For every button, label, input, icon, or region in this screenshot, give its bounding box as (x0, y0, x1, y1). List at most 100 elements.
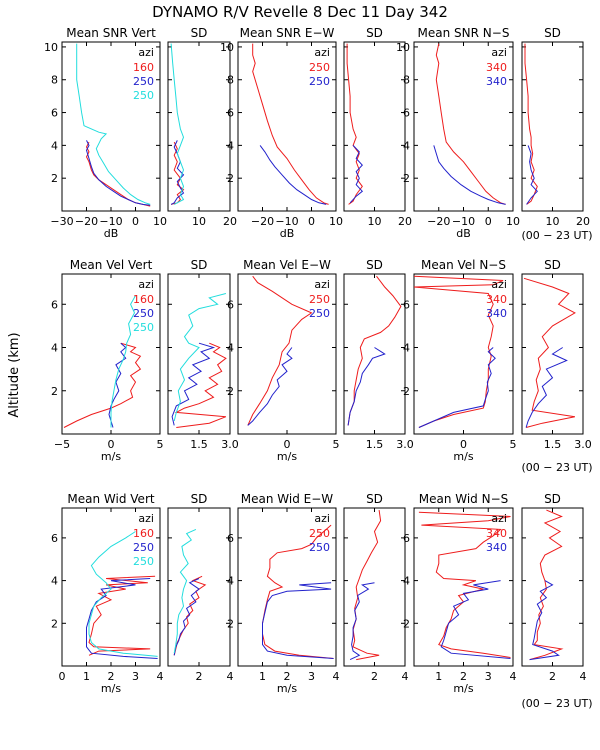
chart-1-2-ytick-label: 2 (227, 385, 234, 398)
chart-0-4-xtick-label: 10 (506, 215, 520, 228)
chart-1-0-ytick-label: 6 (51, 298, 58, 311)
chart-1-2-xtick-label: 0 (284, 438, 291, 451)
chart-2-2-legend-entry: 250 (309, 527, 330, 540)
chart-0-4-title: Mean SNR N−S (418, 26, 510, 40)
chart-1-2-title: Mean Vel E−W (243, 258, 331, 272)
chart-0-4-xtick-label: −20 (427, 215, 450, 228)
chart-0-0-legend-heading: azi (138, 46, 154, 59)
chart-0-1-frame (167, 41, 231, 212)
chart-1-1-series-cyan-line (173, 293, 227, 422)
chart-2-0-title: Mean Wid Vert (67, 492, 154, 506)
chart-2-2-xtick-label: 2 (284, 670, 291, 683)
chart-2-0-xtick-label: 1 (83, 670, 90, 683)
chart-1-0-ytick-label: 2 (51, 385, 58, 398)
chart-0-4-legend-heading: azi (491, 46, 507, 59)
chart-2-2-ytick-label: 2 (227, 617, 234, 630)
chart-0-5-title: SD (544, 26, 561, 40)
chart-0-2-series-red-line (252, 43, 329, 205)
chart-0-2-ytick-label: 10 (220, 41, 234, 54)
chart-2-1-title: SD (191, 492, 208, 506)
chart-1-5-series-red-line (523, 277, 576, 428)
chart-2-1-xtick-label: 2 (196, 670, 203, 683)
chart-2-0-legend-heading: azi (138, 512, 154, 525)
chart-2-4-legend-heading: azi (491, 512, 507, 525)
chart-0-0-xtick-label: 10 (153, 215, 167, 228)
chart-0-2-legend-entry: 250 (309, 75, 330, 88)
chart-2-0-ytick-label: 6 (51, 532, 58, 545)
chart-2-1-xtick-label: 4 (227, 670, 234, 683)
chart-1-0-legend-heading: azi (138, 278, 154, 291)
chart-1-4-legend-entry: 340 (486, 307, 507, 320)
chart-1-4-series-blue-line (418, 347, 496, 428)
chart-0-4-ytick-label: 8 (403, 74, 410, 87)
chart-0-0-ytick-label: 4 (51, 139, 58, 152)
chart-2-0-series-red-line (88, 575, 156, 656)
chart-1-2-ytick-label: 6 (227, 298, 234, 311)
chart-0-4-series-blue-line (433, 145, 506, 205)
chart-1-2-legend-entry: 250 (309, 293, 330, 306)
chart-1-4-xlabel: m/s (453, 450, 473, 463)
chart-2-3-xtick-label: 4 (402, 670, 409, 683)
chart-1-3: SD 1.5 3.0 (343, 258, 414, 451)
chart-0-4-series-red-line (435, 43, 506, 205)
chart-2-2-legend-entry: 250 (309, 541, 330, 554)
chart-1-4-legend-heading: azi (491, 278, 507, 291)
chart-0-0-series-red-line (85, 141, 151, 207)
chart-1-3-frame (343, 273, 406, 435)
chart-0-4-legend-entry: 340 (486, 75, 507, 88)
chart-1-3-title: SD (366, 258, 383, 272)
chart-0-3-series-blue-line (349, 145, 364, 204)
chart-1-4-series-red-line (414, 275, 504, 428)
chart-2-0-xtick-label: 0 (59, 670, 66, 683)
chart-0-3: SD 10 20 (343, 26, 412, 228)
chart-1-0-ytick-label: 4 (51, 342, 58, 355)
chart-0-0-legend-entry: 250 (133, 89, 154, 102)
chart-2-4-series-red-line (418, 511, 511, 658)
chart-2-0-xlabel: m/s (101, 682, 121, 695)
chart-0-2-ytick-label: 2 (227, 172, 234, 185)
chart-1-0-series-red-line (63, 342, 142, 428)
chart-2-2-series-red-line (262, 524, 334, 659)
chart-0-2-xlabel: dB (280, 227, 295, 240)
chart-0-4-ytick-label: 6 (403, 107, 410, 120)
chart-1-5-title: SD (544, 258, 561, 272)
chart-1-3-xtick-label: 1.5 (366, 438, 384, 451)
chart-2-0-legend-entry: 250 (133, 555, 154, 568)
chart-2-4-xlabel: m/s (453, 682, 473, 695)
chart-2-2-title: Mean Wid E−W (241, 492, 334, 506)
chart-0-5: SD 10 20 (521, 26, 590, 228)
chart-2-5: SD 2 4 (521, 492, 587, 683)
chart-1-2-series-blue-line (247, 347, 293, 426)
chart-1-4-legend-entry: 340 (486, 293, 507, 306)
chart-2-1-series-cyan-line (173, 528, 197, 654)
chart-2-2-legend-heading: azi (314, 512, 330, 525)
chart-0-0-xlabel: dB (104, 227, 119, 240)
chart-0-2-xtick-label: 0 (308, 215, 315, 228)
chart-2-4-title: Mean Wid N−S (419, 492, 509, 506)
chart-2-2-xtick-label: 1 (259, 670, 266, 683)
y-axis-label: Altitude (km) (7, 332, 22, 417)
figure-title: DYNAMO R/V Revelle 8 Dec 11 Day 342 (152, 3, 448, 21)
chart-1-2-legend-entry: 250 (309, 307, 330, 320)
chart-0-1: SD 10 20 (167, 26, 237, 228)
chart-2-4-series-blue-line (440, 580, 511, 659)
chart-1-1-xtick-label: 3.0 (221, 438, 239, 451)
chart-1-3-series-blue-line (347, 347, 386, 426)
chart-1-0-xlabel: m/s (101, 450, 121, 463)
chart-2-2-ytick-label: 6 (227, 532, 234, 545)
chart-2-0-legend-entry: 250 (133, 541, 154, 554)
chart-0-4-legend-entry: 340 (486, 61, 507, 74)
chart-0-1-xtick-label: 10 (192, 215, 206, 228)
chart-1-4-xtick-label: 0 (460, 438, 467, 451)
chart-2-5-xtick-label: 4 (580, 670, 587, 683)
chart-0-3-title: SD (366, 26, 383, 40)
chart-2-0-series-cyan-line (88, 531, 158, 657)
chart-2-0-xtick-label: 4 (157, 670, 164, 683)
chart-2-1-series-blue-line (173, 578, 200, 656)
chart-2-5-series-blue-line (529, 580, 560, 661)
chart-2-5-title: SD (544, 492, 561, 506)
